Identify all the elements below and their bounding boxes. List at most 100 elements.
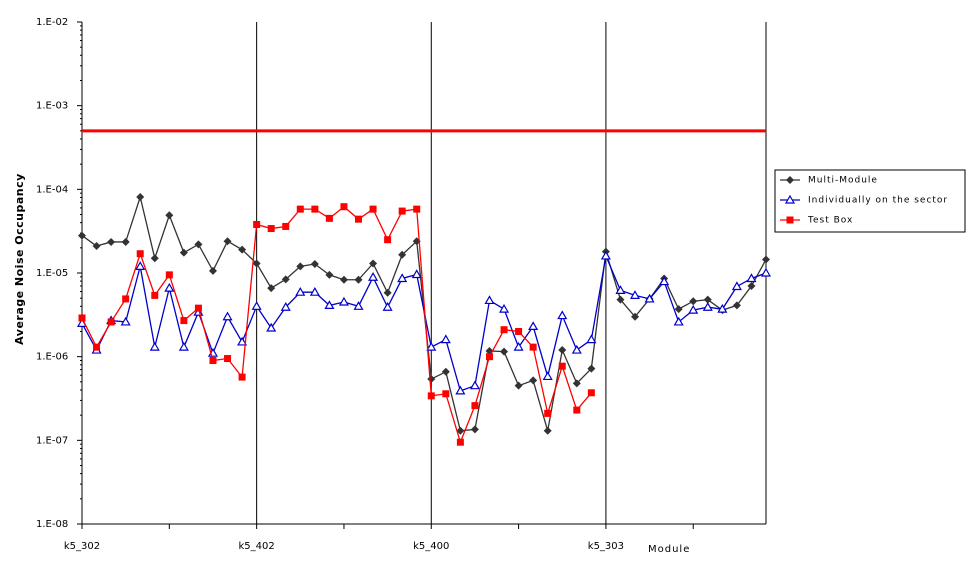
series-line bbox=[81, 205, 592, 445]
point bbox=[470, 425, 479, 434]
point bbox=[615, 285, 626, 294]
point bbox=[222, 311, 233, 321]
legend-box bbox=[774, 169, 966, 233]
point bbox=[571, 344, 582, 354]
point bbox=[122, 295, 130, 303]
point bbox=[441, 367, 450, 376]
point bbox=[165, 271, 173, 279]
point bbox=[762, 255, 770, 264]
point bbox=[223, 237, 232, 246]
point bbox=[513, 341, 524, 351]
point bbox=[500, 326, 508, 334]
point bbox=[384, 236, 392, 244]
point bbox=[281, 275, 290, 284]
point bbox=[238, 373, 246, 381]
point bbox=[674, 305, 683, 314]
point bbox=[659, 276, 670, 286]
point bbox=[644, 293, 655, 303]
point bbox=[311, 205, 319, 213]
point bbox=[673, 316, 684, 326]
point bbox=[688, 304, 699, 314]
point bbox=[93, 343, 101, 351]
point bbox=[427, 375, 436, 384]
point bbox=[499, 303, 510, 313]
point bbox=[267, 284, 276, 293]
point bbox=[368, 272, 379, 281]
y-tick-label: 1.E-07 bbox=[36, 435, 68, 446]
point bbox=[528, 321, 539, 331]
point bbox=[702, 302, 713, 311]
point bbox=[224, 355, 232, 363]
x-tick-label: k5_302 bbox=[64, 541, 100, 552]
point bbox=[310, 260, 319, 269]
point bbox=[397, 273, 408, 283]
point bbox=[586, 334, 597, 344]
point bbox=[136, 250, 144, 258]
point bbox=[572, 379, 581, 388]
point bbox=[208, 266, 217, 275]
point bbox=[353, 301, 364, 310]
point bbox=[121, 237, 130, 246]
point bbox=[339, 275, 348, 284]
point bbox=[165, 211, 174, 220]
point bbox=[558, 346, 567, 355]
point bbox=[398, 250, 407, 259]
point bbox=[340, 203, 348, 211]
point bbox=[253, 220, 261, 228]
point bbox=[135, 261, 146, 270]
point bbox=[544, 409, 552, 417]
point bbox=[282, 222, 290, 230]
point bbox=[484, 295, 495, 305]
point bbox=[383, 288, 392, 297]
point bbox=[456, 438, 464, 446]
point bbox=[369, 205, 377, 213]
point bbox=[760, 267, 772, 277]
point bbox=[296, 262, 305, 271]
point bbox=[529, 376, 538, 385]
y-tick-label: 1.E-04 bbox=[36, 184, 68, 195]
point bbox=[382, 302, 393, 311]
point bbox=[136, 192, 145, 201]
x-tick-label: k5_402 bbox=[239, 541, 275, 552]
point bbox=[164, 282, 175, 292]
point bbox=[442, 390, 450, 398]
y-tick-label: 1.E-05 bbox=[36, 268, 68, 279]
point bbox=[251, 301, 262, 310]
point bbox=[324, 300, 335, 309]
point bbox=[717, 303, 728, 313]
point bbox=[616, 295, 625, 304]
point bbox=[411, 269, 422, 279]
point bbox=[398, 207, 406, 215]
point bbox=[500, 347, 509, 356]
point bbox=[252, 259, 261, 268]
y-axis-label: Average Noise Occupancy bbox=[13, 173, 26, 345]
point bbox=[179, 248, 188, 257]
x-tick-label: k5_400 bbox=[413, 541, 449, 552]
point bbox=[543, 426, 552, 435]
y-tick-label: 1.E-06 bbox=[36, 352, 68, 363]
point bbox=[107, 237, 116, 246]
point bbox=[354, 275, 363, 284]
legend: Multi-Module Individually on the sector Te… bbox=[780, 176, 948, 226]
point bbox=[427, 392, 435, 400]
point bbox=[120, 316, 131, 326]
legend-label: Test Box bbox=[807, 216, 853, 226]
point bbox=[558, 362, 566, 370]
point bbox=[355, 215, 363, 223]
point bbox=[514, 381, 523, 390]
point bbox=[194, 304, 202, 312]
point bbox=[529, 343, 537, 351]
point bbox=[485, 353, 493, 361]
point bbox=[78, 314, 86, 322]
legend-label: Individually on the sector bbox=[808, 196, 948, 206]
point bbox=[369, 259, 378, 268]
point bbox=[471, 402, 479, 410]
point bbox=[732, 301, 741, 310]
point bbox=[149, 341, 160, 351]
point bbox=[703, 295, 712, 304]
point bbox=[456, 426, 465, 435]
point bbox=[238, 245, 247, 254]
point bbox=[746, 273, 757, 283]
point bbox=[296, 205, 304, 213]
